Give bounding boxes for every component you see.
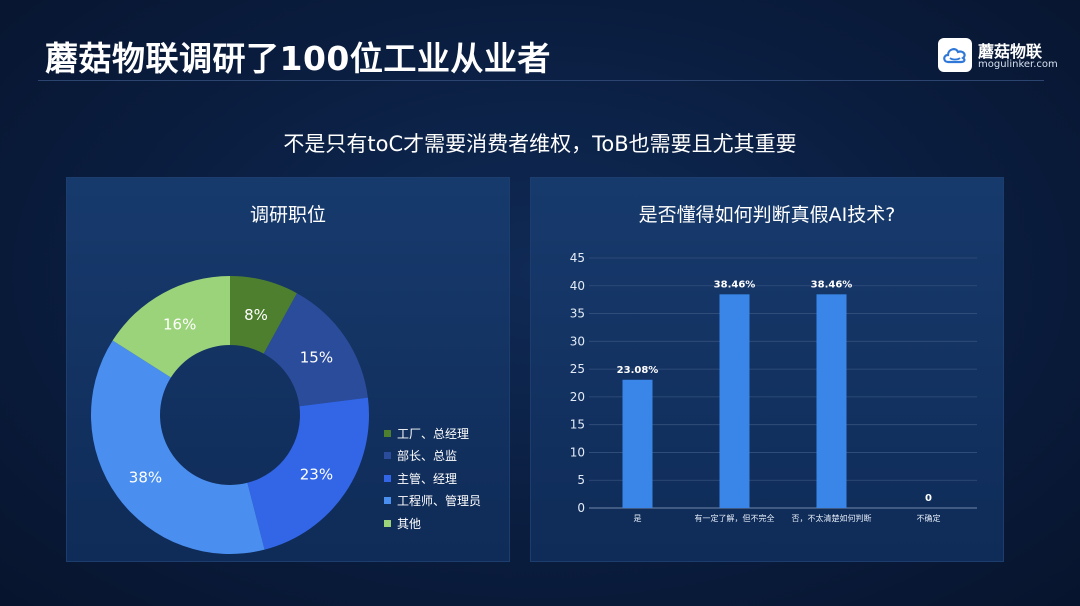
bar-chart-title: 是否懂得如何判断真假AI技术?	[638, 204, 896, 226]
donut-slice-1	[263, 293, 368, 407]
donut-slice-label: 23%	[300, 466, 333, 484]
donut-chart-title: 调研职位	[249, 204, 326, 226]
legend-item: 其他	[384, 512, 481, 535]
title-divider	[38, 80, 1044, 81]
bar-value-label: 0	[925, 493, 932, 504]
legend-label: 工厂、总经理	[397, 426, 470, 441]
bar-value-label: 38.46%	[811, 279, 853, 290]
y-tick-label: 40	[570, 279, 585, 293]
bar-0	[622, 379, 653, 508]
legend-item: 工厂、总经理	[384, 422, 481, 445]
bar-value-label: 38.46%	[714, 279, 756, 290]
x-tick-label: 有一定了解，但不完全	[695, 513, 775, 523]
y-tick-label: 30	[570, 334, 585, 348]
logo-url: mogulinker.com	[978, 59, 1058, 70]
legend-item: 主管、经理	[384, 467, 481, 490]
bar-2	[816, 294, 847, 508]
legend-label: 工程师、管理员	[397, 494, 482, 509]
legend-swatch	[384, 452, 391, 460]
donut-slice-label: 16%	[163, 315, 196, 333]
x-tick-label: 否，不太清楚如何判断	[792, 513, 872, 523]
donut-slice-label: 15%	[300, 348, 333, 366]
x-tick-label: 是	[634, 514, 642, 523]
x-tick-label: 不确定	[917, 513, 941, 523]
cloud-icon	[938, 38, 972, 72]
slide-title: 蘑菇物联调研了100位工业从业者	[45, 39, 551, 78]
company-logo: 蘑菇物联 mogulinker.com	[938, 36, 1058, 76]
y-tick-label: 5	[577, 473, 585, 487]
donut-slice-0	[230, 276, 297, 354]
legend-label: 主管、经理	[397, 471, 458, 486]
logo-name: 蘑菇物联	[978, 42, 1043, 61]
donut-slice-4	[112, 276, 230, 378]
donut-slice-3	[90, 340, 265, 554]
legend-item: 工程师、管理员	[384, 490, 481, 513]
slide-subtitle: 不是只有toC才需要消费者维权，ToB也需要且尤其重要	[283, 132, 797, 156]
y-tick-label: 15	[570, 418, 585, 432]
legend-swatch	[384, 429, 391, 437]
donut-legend: 工厂、总经理 部长、总监主管、经理工程师、管理员 其他	[384, 422, 481, 535]
donut-chart: 8% 15% 23% 38% 16%	[90, 276, 369, 554]
y-tick-label: 25	[570, 362, 585, 376]
bar-value-label: 23.08%	[617, 365, 659, 376]
bar-chart: 0 5 10 15 20 25 30 35 40 45 23.08% 是 38.46% 有一定了解，但不完…	[570, 251, 977, 523]
bar-1	[719, 294, 750, 508]
y-tick-label: 45	[570, 251, 585, 265]
legend-label: 部长、总监	[397, 449, 458, 464]
donut-slice-2	[247, 397, 369, 550]
legend-swatch	[384, 519, 391, 527]
y-tick-label: 10	[570, 445, 585, 459]
donut-slice-label: 38%	[129, 468, 162, 486]
legend-swatch	[384, 497, 391, 505]
donut-slice-label: 8%	[244, 306, 268, 324]
legend-label: 其他	[397, 516, 422, 531]
legend-swatch	[384, 474, 391, 482]
y-tick-label: 20	[570, 390, 585, 404]
y-tick-label: 35	[570, 307, 585, 321]
ai-judgement-panel: 是否懂得如何判断真假AI技术? 0 5 10 15 20 25 30 35 40 45 23.08%…	[530, 177, 1004, 562]
y-tick-label: 0	[577, 501, 585, 515]
position-panel: 调研职位 8% 15% 23% 38% 16% 工厂、总经理 部长、总监主管、经理工程师、…	[66, 177, 510, 562]
legend-item: 部长、总监	[384, 445, 481, 468]
